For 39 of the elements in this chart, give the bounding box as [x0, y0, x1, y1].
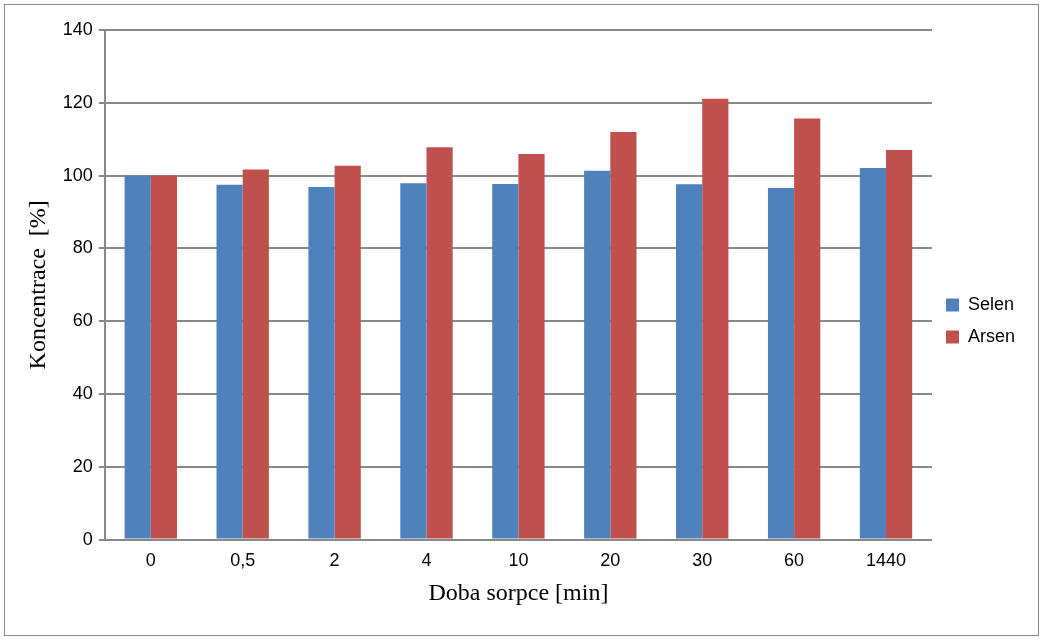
x-tick-label: 1440	[866, 550, 907, 571]
bar	[492, 183, 519, 539]
bar	[610, 131, 637, 539]
y-tick-label: 60	[72, 310, 93, 331]
bar	[886, 150, 913, 539]
y-tick-label: 20	[72, 455, 93, 476]
bar	[859, 167, 887, 539]
y-tick-label: 100	[62, 164, 93, 185]
x-tick-label: 10	[508, 550, 529, 571]
legend-label: Selen	[967, 293, 1015, 314]
x-tick-label: 2	[329, 550, 340, 571]
bar	[426, 147, 453, 539]
x-tick-label: 60	[784, 550, 805, 571]
bar	[400, 183, 427, 539]
bar	[308, 186, 335, 539]
legend-label: Arsen	[967, 325, 1016, 346]
y-tick-label: 40	[72, 382, 93, 403]
y-tick-label: 80	[72, 237, 93, 258]
bar	[794, 118, 821, 539]
bar	[150, 175, 177, 539]
bar	[767, 187, 795, 539]
x-tick-label: 20	[600, 550, 621, 571]
y-axis-title: Koncentrace [%]	[23, 200, 50, 370]
x-tick-label: 0	[145, 550, 156, 571]
y-tick-label: 120	[62, 91, 93, 112]
bar	[334, 165, 361, 539]
bar	[216, 184, 243, 539]
bar	[702, 98, 729, 539]
x-tick-label: 4	[421, 550, 432, 571]
y-tick-label: 140	[62, 18, 93, 39]
x-tick-label: 0,5	[230, 550, 256, 571]
bar	[242, 169, 269, 539]
x-axis-title: Doba sorpce [min]	[428, 578, 609, 605]
y-tick-label: 0	[82, 528, 93, 549]
bar	[584, 170, 611, 539]
x-tick-label: 30	[692, 550, 713, 571]
bar	[124, 175, 151, 539]
bar	[518, 154, 545, 539]
bar	[676, 184, 703, 539]
